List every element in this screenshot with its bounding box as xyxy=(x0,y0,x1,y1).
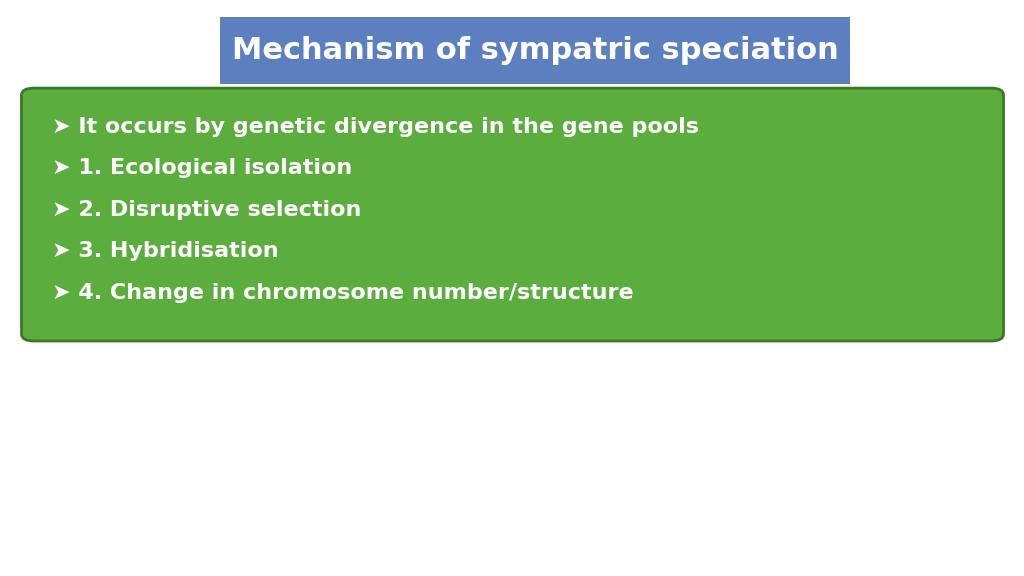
Text: ➤ 4. Change in chromosome number/structure: ➤ 4. Change in chromosome number/structu… xyxy=(52,283,634,302)
FancyBboxPatch shape xyxy=(220,17,850,84)
FancyBboxPatch shape xyxy=(22,88,1004,341)
Text: ➤ 3. Hybridisation: ➤ 3. Hybridisation xyxy=(52,241,279,261)
Text: ➤ 2. Disruptive selection: ➤ 2. Disruptive selection xyxy=(52,200,361,219)
Text: ➤ 1. Ecological isolation: ➤ 1. Ecological isolation xyxy=(52,158,352,178)
Text: ➤ It occurs by genetic divergence in the gene pools: ➤ It occurs by genetic divergence in the… xyxy=(52,117,699,137)
Text: Mechanism of sympatric speciation: Mechanism of sympatric speciation xyxy=(231,36,839,65)
